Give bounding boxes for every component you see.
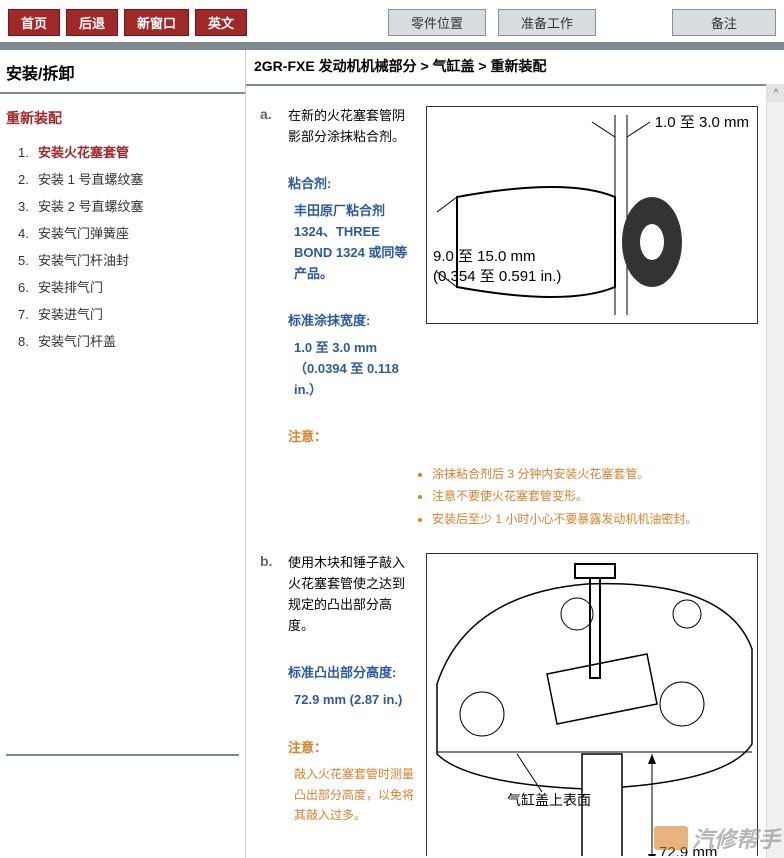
sidebar-title: 安装/拆卸: [0, 56, 245, 94]
fig-a-dim-left-1: 9.0 至 15.0 mm: [433, 245, 536, 266]
toc-item[interactable]: 4.安装气门弹簧座: [18, 219, 239, 246]
step-b-notice-text: 敲入火花塞套管时测量凸出部分高度，以免将其敲入过多。: [288, 764, 416, 825]
step-a-notice-label: 注意：: [288, 427, 416, 448]
english-button[interactable]: 英文: [195, 9, 247, 36]
toc-item-num: 5.: [18, 253, 38, 268]
figure-b: 气缸盖上表面 72.9 mm: [426, 553, 758, 856]
figure-a-svg: [427, 107, 757, 323]
toc-item-num: 1.: [18, 145, 38, 160]
step-b-letter: b.: [260, 553, 278, 856]
toc-item-label: 安装排气门: [38, 280, 103, 295]
height-label: 标准凸出部分高度:: [288, 663, 416, 684]
toc-item[interactable]: 1.安装火花塞套管: [18, 138, 239, 165]
fig-a-dim-left-2: (0.354 至 0.591 in.): [433, 265, 561, 286]
fig-a-dim-top: 1.0 至 3.0 mm: [655, 111, 749, 132]
step-a-intro: 在新的火花塞套管阴影部分涂抹粘合剂。: [288, 106, 416, 148]
adhesive-value: 丰田原厂粘合剂 1324、THREE BOND 1324 或同等产品。: [288, 201, 416, 284]
toc-item[interactable]: 8.安装气门杆盖: [18, 327, 239, 354]
fig-b-surface-label: 气缸盖上表面: [507, 790, 591, 810]
toc-item-label: 安装气门杆油封: [38, 253, 129, 268]
notice-item: 注意不要使火花塞套管变形。: [432, 486, 774, 506]
toc-item-label: 安装进气门: [38, 307, 103, 322]
sidebar-section-title: 重新装配: [0, 104, 245, 138]
step-b-text: 使用木块和锤子敲入火花塞套管使之达到规定的凸出部分高度。 标准凸出部分高度: 7…: [288, 553, 416, 856]
figure-a: 1.0 至 3.0 mm 9.0 至 15.0 mm (0.354 至 0.59…: [426, 106, 758, 324]
step-a-notices: 涂抹粘合剂后 3 分钟内安装火花塞套管。注意不要使火花塞套管变形。安装后至少 1…: [254, 464, 774, 529]
tab-parts-location[interactable]: 零件位置: [388, 9, 486, 36]
toc-item[interactable]: 2.安装 1 号直螺纹塞: [18, 165, 239, 192]
toc-item-num: 8.: [18, 334, 38, 349]
step-a-text: 在新的火花塞套管阴影部分涂抹粘合剂。 粘合剂: 丰田原厂粘合剂 1324、THR…: [288, 106, 416, 454]
scroll-up-arrow[interactable]: ^: [767, 84, 784, 102]
toc-list: 1.安装火花塞套管2.安装 1 号直螺纹塞3.安装 2 号直螺纹塞4.安装气门弹…: [0, 138, 245, 354]
toc-item-label: 安装 2 号直螺纹塞: [38, 199, 143, 214]
toc-item[interactable]: 5.安装气门杆油封: [18, 246, 239, 273]
content-panel: 2GR-FXE 发动机机械部分 > 气缸盖 > 重新装配 a. 在新的火花塞套管…: [246, 50, 784, 858]
new-window-button[interactable]: 新窗口: [124, 9, 189, 36]
step-b: b. 使用木块和锤子敲入火花塞套管使之达到规定的凸出部分高度。 标准凸出部分高度…: [254, 553, 776, 856]
watermark: 汽修帮手: [654, 822, 780, 854]
scrollbar[interactable]: ^: [766, 84, 784, 858]
step-a-letter: a.: [260, 106, 278, 454]
toc-item-label: 安装火花塞套管: [38, 145, 129, 160]
watermark-text: 汽修帮手: [692, 822, 780, 854]
top-navbar: 首页 后退 新窗口 英文 零件位置 准备工作 备注: [0, 0, 784, 50]
tab-remark[interactable]: 备注: [672, 9, 776, 36]
toc-item-label: 安装气门弹簧座: [38, 226, 129, 241]
width-value: 1.0 至 3.0 mm（0.0394 至 0.118 in.）: [288, 338, 416, 400]
toc-item-num: 6.: [18, 280, 38, 295]
tab-preparation[interactable]: 准备工作: [498, 9, 596, 36]
toc-item-label: 安装气门杆盖: [38, 334, 116, 349]
toc-item[interactable]: 3.安装 2 号直螺纹塞: [18, 192, 239, 219]
step-a: a. 在新的火花塞套管阴影部分涂抹粘合剂。 粘合剂: 丰田原厂粘合剂 1324、…: [254, 106, 776, 454]
content-body: a. 在新的火花塞套管阴影部分涂抹粘合剂。 粘合剂: 丰田原厂粘合剂 1324、…: [246, 86, 784, 856]
toc-item-num: 7.: [18, 307, 38, 322]
home-button[interactable]: 首页: [8, 9, 60, 36]
back-button[interactable]: 后退: [66, 9, 118, 36]
breadcrumb: 2GR-FXE 发动机机械部分 > 气缸盖 > 重新装配: [246, 50, 784, 86]
height-value: 72.9 mm (2.87 in.): [288, 690, 416, 711]
width-label: 标准涂抹宽度:: [288, 311, 416, 332]
figure-b-svg: [427, 554, 757, 856]
notice-item: 涂抹粘合剂后 3 分钟内安装火花塞套管。: [432, 464, 774, 484]
sidebar-divider: [6, 754, 239, 756]
toc-item-num: 2.: [18, 172, 38, 187]
watermark-icon: [654, 826, 688, 850]
toc-item-num: 3.: [18, 199, 38, 214]
adhesive-label: 粘合剂:: [288, 174, 416, 195]
toc-item-label: 安装 1 号直螺纹塞: [38, 172, 143, 187]
toc-item[interactable]: 7.安装进气门: [18, 300, 239, 327]
step-b-notice-label: 注意：: [288, 738, 416, 759]
step-b-intro: 使用木块和锤子敲入火花塞套管使之达到规定的凸出部分高度。: [288, 553, 416, 636]
main-area: 安装/拆卸 重新装配 1.安装火花塞套管2.安装 1 号直螺纹塞3.安装 2 号…: [0, 50, 784, 858]
notice-item: 安装后至少 1 小时小心不要暴露发动机机油密封。: [432, 509, 774, 529]
toc-item-num: 4.: [18, 226, 38, 241]
toc-item[interactable]: 6.安装排气门: [18, 273, 239, 300]
sidebar: 安装/拆卸 重新装配 1.安装火花塞套管2.安装 1 号直螺纹塞3.安装 2 号…: [0, 50, 246, 858]
